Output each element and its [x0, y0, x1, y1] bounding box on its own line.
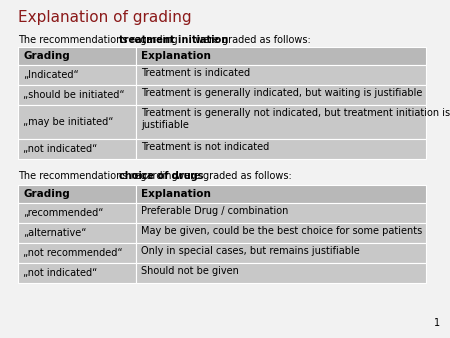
- Bar: [18, 139, 136, 159]
- Text: Treatment is not indicated: Treatment is not indicated: [141, 142, 269, 152]
- Text: The recommendations regarding: The recommendations regarding: [18, 171, 181, 181]
- Bar: [18, 185, 136, 203]
- Bar: [18, 243, 136, 263]
- Text: Grading: Grading: [23, 189, 70, 199]
- Text: May be given, could be the best choice for some patients: May be given, could be the best choice f…: [141, 226, 422, 236]
- Text: Explanation: Explanation: [141, 189, 211, 199]
- Bar: [136, 47, 426, 65]
- Bar: [18, 223, 136, 243]
- Text: „not indicated“: „not indicated“: [23, 268, 97, 278]
- Bar: [136, 243, 426, 263]
- Text: „not indicated“: „not indicated“: [23, 144, 97, 154]
- Bar: [136, 105, 426, 139]
- Bar: [136, 263, 426, 283]
- Bar: [18, 85, 136, 105]
- Text: Treatment is indicated: Treatment is indicated: [141, 68, 250, 78]
- Text: The recommendations regarding: The recommendations regarding: [18, 35, 181, 45]
- Text: 1: 1: [434, 318, 440, 328]
- Bar: [136, 185, 426, 203]
- Text: Explanation of grading: Explanation of grading: [18, 10, 192, 25]
- Text: Only in special cases, but remains justifiable: Only in special cases, but remains justi…: [141, 246, 360, 256]
- Text: „not recommended“: „not recommended“: [23, 248, 122, 258]
- Bar: [136, 203, 426, 223]
- Bar: [136, 139, 426, 159]
- Text: treatment initiation: treatment initiation: [119, 35, 228, 45]
- Text: Treatment is generally indicated, but waiting is justifiable: Treatment is generally indicated, but wa…: [141, 88, 423, 98]
- Bar: [18, 203, 136, 223]
- Text: choice of drugs: choice of drugs: [119, 171, 203, 181]
- Text: „should be initiated“: „should be initiated“: [23, 90, 125, 100]
- Text: „may be initiated“: „may be initiated“: [23, 117, 113, 127]
- Bar: [136, 223, 426, 243]
- Text: Preferable Drug / combination: Preferable Drug / combination: [141, 206, 288, 216]
- Bar: [18, 47, 136, 65]
- Text: „alternative“: „alternative“: [23, 228, 86, 238]
- Text: „Indicated“: „Indicated“: [23, 70, 79, 80]
- Text: were graded as follows:: were graded as follows:: [192, 35, 310, 45]
- Bar: [18, 263, 136, 283]
- Bar: [136, 85, 426, 105]
- Text: Treatment is generally not indicated, but treatment initiation is
justifiable: Treatment is generally not indicated, bu…: [141, 108, 450, 130]
- Bar: [18, 65, 136, 85]
- Text: Grading: Grading: [23, 51, 70, 61]
- Text: were graded as follows:: were graded as follows:: [173, 171, 292, 181]
- Bar: [18, 105, 136, 139]
- Bar: [136, 65, 426, 85]
- Text: Explanation: Explanation: [141, 51, 211, 61]
- Text: „recommended“: „recommended“: [23, 208, 104, 218]
- Text: Should not be given: Should not be given: [141, 266, 239, 276]
